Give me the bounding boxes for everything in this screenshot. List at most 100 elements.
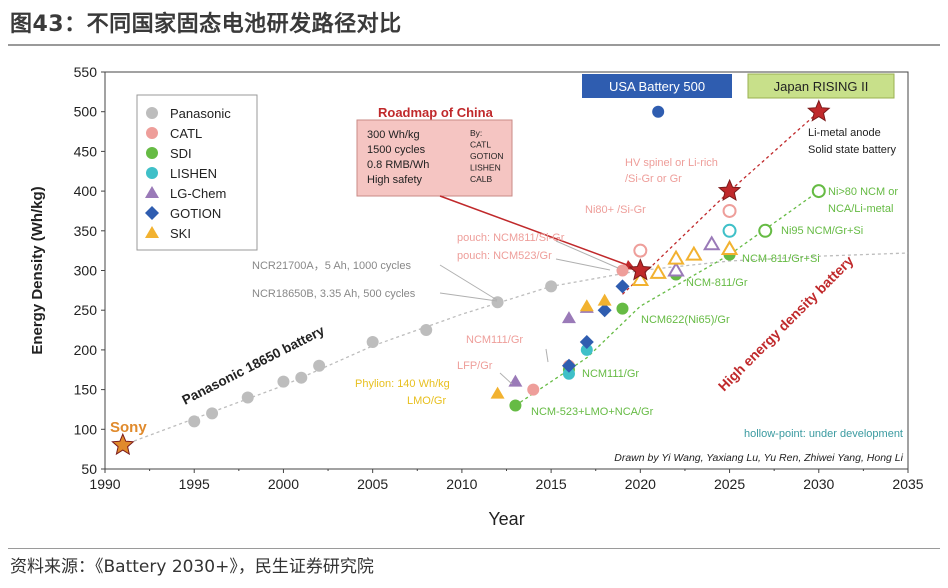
data-point — [241, 391, 254, 404]
annotation-label: LFP/Gr — [457, 360, 493, 372]
y-tick-label: 400 — [74, 183, 98, 199]
legend-marker — [145, 226, 159, 238]
trend-line — [622, 111, 820, 295]
annotation-label: USA Battery 500 — [609, 79, 705, 94]
data-point — [561, 311, 576, 324]
trend-line — [122, 252, 909, 446]
data-point — [579, 334, 594, 349]
data-point — [313, 359, 326, 372]
y-tick-label: 550 — [74, 64, 98, 80]
x-tick-label: 2020 — [625, 476, 656, 492]
leader-line — [499, 372, 513, 385]
data-point — [366, 335, 379, 348]
annotation-label: Drawn by Yi Wang, Yaxiang Lu, Yu Ren, Zh… — [614, 452, 903, 464]
leader-line — [545, 348, 549, 363]
annotation-label: High energy density battery — [715, 252, 857, 394]
usa-box — [582, 74, 732, 98]
data-point — [295, 371, 308, 384]
x-tick-label: 1995 — [179, 476, 210, 492]
annotation-label: /Si-Gr or Gr — [625, 173, 682, 185]
annotation-label: NCR21700A，5 Ah, 1000 cycles — [252, 260, 411, 272]
y-axis-label: Energy Density (Wh/kg) — [29, 186, 46, 354]
x-tick-label: 2030 — [803, 476, 834, 492]
data-point — [206, 407, 219, 420]
roadmap-by-line: LISHEN — [470, 163, 501, 173]
roadmap-line: High safety — [367, 174, 423, 186]
data-point — [649, 263, 667, 279]
y-tick-label: 100 — [74, 421, 98, 437]
annotation-label: Li-metal anode — [808, 127, 881, 139]
data-point — [562, 367, 575, 380]
x-tick-label: 2010 — [446, 476, 477, 492]
y-tick-label: 50 — [81, 461, 97, 477]
roadmap-line: 0.8 RMB/Wh — [367, 159, 429, 171]
y-tick-label: 150 — [74, 382, 98, 398]
legend-label: CATL — [170, 126, 202, 141]
data-point — [111, 432, 135, 456]
x-tick-label: 1990 — [89, 476, 120, 492]
roadmap-by-line: By: — [470, 128, 482, 138]
data-point — [616, 302, 629, 315]
y-tick-label: 500 — [74, 104, 98, 120]
annotation-label: NCM-523+LMO+NCA/Gr — [531, 406, 654, 418]
y-tick-label: 450 — [74, 143, 98, 159]
legend-marker — [146, 167, 158, 179]
annotation-label: Japan RISING II — [774, 79, 869, 94]
data-point — [580, 343, 593, 356]
data-point — [667, 261, 685, 277]
annotation-label: NCA/Li-metal — [828, 203, 893, 215]
y-tick-label: 200 — [74, 342, 98, 358]
data-point — [188, 415, 201, 428]
data-point — [807, 99, 831, 122]
leader-line — [439, 292, 498, 302]
data-point — [527, 383, 540, 396]
legend-label: LG-Chem — [170, 186, 226, 201]
data-point — [758, 223, 773, 238]
footer-divider — [8, 548, 940, 549]
data-point — [720, 240, 739, 256]
data-point — [722, 203, 737, 218]
annotation-label: NCM-811/Gr+Si — [742, 253, 820, 265]
legend-label: LISHEN — [170, 166, 217, 181]
data-point — [491, 296, 504, 309]
annotation-label: NCM111/Gr — [582, 368, 639, 380]
annotation-label: NCM-811/Gr — [686, 277, 748, 289]
annotation-label: Ni95 NCM/Gr+Si — [781, 225, 863, 237]
annotation-label: HV spinel or Li-rich — [625, 157, 718, 169]
data-point — [509, 399, 522, 412]
roadmap-line: 1500 cycles — [367, 144, 426, 156]
page-title: 图43：不同国家固态电池研发路径对比 — [10, 12, 402, 37]
x-tick-label: 2000 — [268, 476, 299, 492]
data-point — [597, 303, 612, 318]
data-point — [616, 264, 629, 277]
data-point — [579, 299, 594, 312]
roadmap-by-line: CATL — [470, 140, 491, 150]
title-divider — [8, 44, 940, 46]
data-point — [545, 280, 558, 293]
y-tick-label: 250 — [74, 302, 98, 318]
japan-box — [747, 73, 895, 99]
roadmap-line: 300 Wh/kg — [367, 129, 420, 141]
annotation-label: Panasonic 18650 battery — [180, 323, 328, 408]
annotation-label: NCM111/Gr — [466, 334, 523, 346]
data-point — [717, 178, 742, 202]
x-tick-label: 2005 — [357, 476, 388, 492]
x-axis-label: Year — [488, 509, 524, 529]
legend-marker — [145, 206, 159, 220]
legend-label: GOTION — [170, 206, 221, 221]
data-point — [685, 245, 703, 261]
x-tick-label: 2015 — [536, 476, 567, 492]
legend-marker — [146, 127, 158, 139]
annotation-label: NCM622(Ni65)/Gr — [641, 314, 730, 326]
annotation-label: Ni>80 NCM or — [828, 186, 898, 198]
trend-line — [515, 190, 820, 407]
data-point — [277, 375, 290, 388]
data-point — [633, 243, 648, 258]
data-point — [508, 374, 523, 387]
data-point — [722, 223, 737, 238]
data-point — [631, 271, 650, 287]
data-point — [615, 279, 630, 294]
leader-line — [555, 240, 619, 269]
legend-marker — [145, 186, 159, 198]
